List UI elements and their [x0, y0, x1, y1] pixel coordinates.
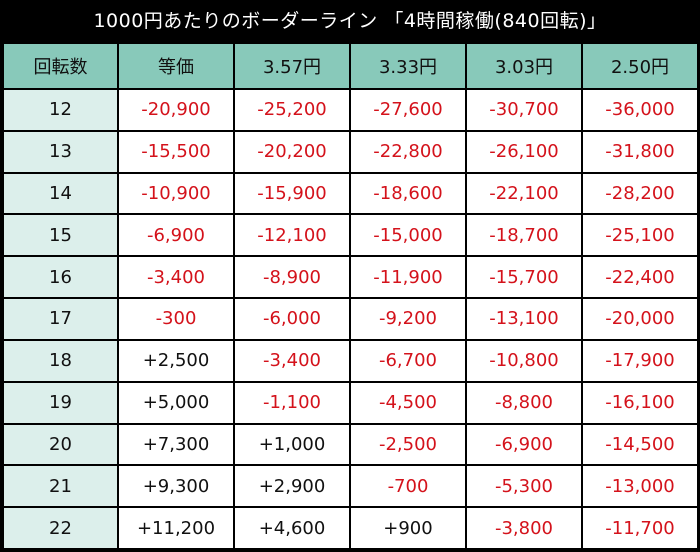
value-cell: -26,100 — [467, 131, 581, 172]
value-cell: +11,200 — [119, 508, 233, 548]
value-cell: -27,600 — [351, 90, 465, 130]
spins-cell: 21 — [4, 466, 117, 507]
value-cell: -16,100 — [583, 382, 697, 423]
value-cell: -25,200 — [235, 90, 349, 130]
table-row: 14 -10,900 -15,900 -18,600 -22,100 -28,200 — [4, 173, 697, 214]
value-cell: +9,300 — [119, 466, 233, 507]
value-cell: -22,800 — [351, 131, 465, 172]
value-cell: -18,600 — [351, 173, 465, 214]
table-row: 22 +11,200 +4,600 +900 -3,800 -11,700 — [4, 508, 697, 548]
value-cell: -25,100 — [583, 215, 697, 256]
spins-cell: 22 — [4, 508, 117, 548]
header-rate-333: 3.33円 — [351, 44, 465, 88]
table-row: 16 -3,400 -8,900 -11,900 -15,700 -22,400 — [4, 257, 697, 298]
table-row: 13 -15,500 -20,200 -22,800 -26,100 -31,800 — [4, 131, 697, 172]
value-cell: -13,100 — [467, 299, 581, 339]
spins-cell: 14 — [4, 173, 117, 214]
value-cell: -15,500 — [119, 131, 233, 172]
value-cell: -6,000 — [235, 299, 349, 339]
value-cell: +4,600 — [235, 508, 349, 548]
value-cell: -10,800 — [467, 340, 581, 381]
value-cell: +1,000 — [235, 424, 349, 465]
header-rate-303: 3.03円 — [467, 44, 581, 88]
table-row: 21 +9,300 +2,900 -700 -5,300 -13,000 — [4, 466, 697, 507]
value-cell: -2,500 — [351, 424, 465, 465]
table-body: 12 -20,900 -25,200 -27,600 -30,700 -36,000 13-… — [4, 90, 697, 548]
table-row: 19 +5,000 -1,100 -4,500 -8,800 -16,100 — [4, 382, 697, 423]
value-cell: -30,700 — [467, 90, 581, 130]
value-cell: -31,800 — [583, 131, 697, 172]
value-cell: +2,900 — [235, 466, 349, 507]
table-row: 20 +7,300 +1,000 -2,500 -6,900 -14,500 — [4, 424, 697, 465]
header-row: 回転数 等価 3.57円 3.33円 3.03円 2.50円 — [4, 44, 697, 88]
value-cell: +2,500 — [119, 340, 233, 381]
value-cell: -8,800 — [467, 382, 581, 423]
value-cell: -20,000 — [583, 299, 697, 339]
value-cell: -13,000 — [583, 466, 697, 507]
value-cell: -10,900 — [119, 173, 233, 214]
spins-cell: 13 — [4, 131, 117, 172]
value-cell: -6,700 — [351, 340, 465, 381]
table-row: 12 -20,900 -25,200 -27,600 -30,700 -36,000 — [4, 90, 697, 130]
value-cell: -5,300 — [467, 466, 581, 507]
table-row: 18 +2,500 -3,400 -6,700 -10,800 -17,900 — [4, 340, 697, 381]
value-cell: -11,700 — [583, 508, 697, 548]
spins-cell: 12 — [4, 90, 117, 130]
value-cell: +5,000 — [119, 382, 233, 423]
spins-cell: 15 — [4, 215, 117, 256]
value-cell: -1,100 — [235, 382, 349, 423]
table-row: 17 -300 -6,000 -9,200 -13,100 -20,000 — [4, 299, 697, 339]
value-cell: -3,400 — [119, 257, 233, 298]
value-cell: -12,100 — [235, 215, 349, 256]
table-title: 1000円あたりのボーダーライン 「4時間稼働(840回転)」 — [93, 10, 607, 32]
table-row: 15 -6,900 -12,100 -15,000 -18,700 -25,100 — [4, 215, 697, 256]
value-cell: -700 — [351, 466, 465, 507]
value-cell: -22,100 — [467, 173, 581, 214]
border-line-table: 回転数 等価 3.57円 3.33円 3.03円 2.50円 12 -20,900… — [2, 42, 699, 550]
value-cell: -8,900 — [235, 257, 349, 298]
value-cell: +7,300 — [119, 424, 233, 465]
spins-cell: 19 — [4, 382, 117, 423]
value-cell: -6,900 — [467, 424, 581, 465]
value-cell: -11,900 — [351, 257, 465, 298]
value-cell: -6,900 — [119, 215, 233, 256]
value-cell: -15,700 — [467, 257, 581, 298]
value-cell: -18,700 — [467, 215, 581, 256]
value-cell: -9,200 — [351, 299, 465, 339]
value-cell: -36,000 — [583, 90, 697, 130]
value-cell: -4,500 — [351, 382, 465, 423]
spins-cell: 20 — [4, 424, 117, 465]
value-cell: -20,200 — [235, 131, 349, 172]
spins-cell: 17 — [4, 299, 117, 339]
header-rate-357: 3.57円 — [235, 44, 349, 88]
spins-cell: 18 — [4, 340, 117, 381]
value-cell: -28,200 — [583, 173, 697, 214]
value-cell: -17,900 — [583, 340, 697, 381]
value-cell: -14,500 — [583, 424, 697, 465]
header-rate-equal: 等価 — [119, 44, 233, 88]
value-cell: -20,900 — [119, 90, 233, 130]
value-cell: -22,400 — [583, 257, 697, 298]
value-cell: -15,000 — [351, 215, 465, 256]
header-rate-250: 2.50円 — [583, 44, 697, 88]
header-spins: 回転数 — [4, 44, 117, 88]
value-cell: -300 — [119, 299, 233, 339]
value-cell: -15,900 — [235, 173, 349, 214]
value-cell: -3,800 — [467, 508, 581, 548]
value-cell: +900 — [351, 508, 465, 548]
value-cell: -3,400 — [235, 340, 349, 381]
spins-cell: 16 — [4, 257, 117, 298]
